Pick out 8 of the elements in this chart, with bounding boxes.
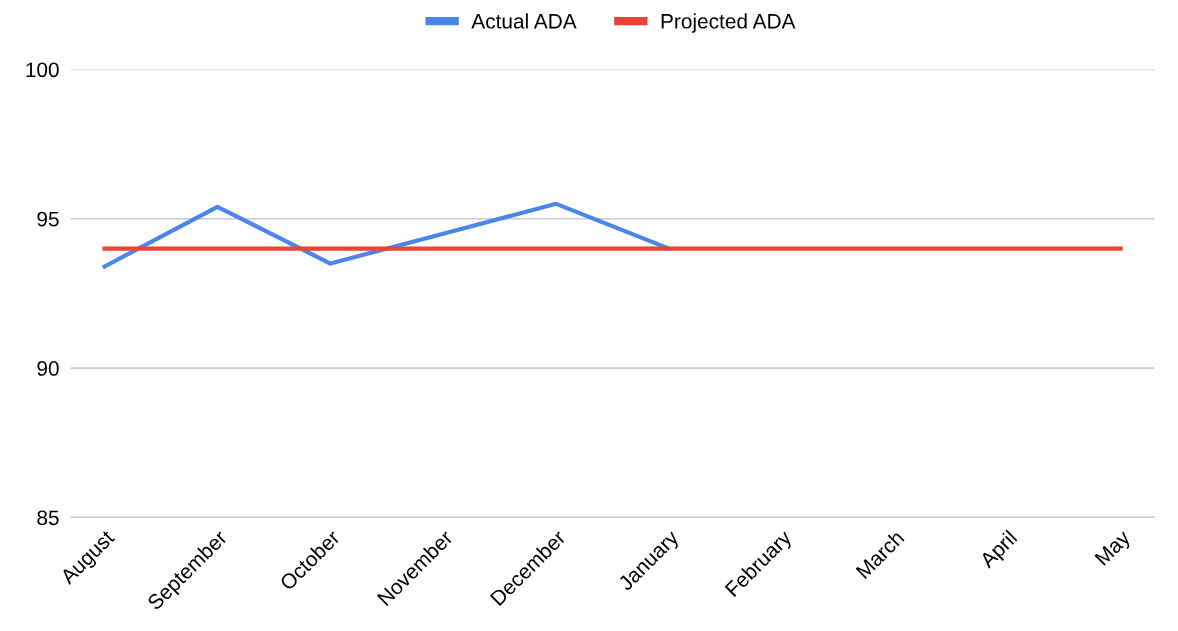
y-tick-label: 95 bbox=[37, 211, 59, 227]
y-tick-label: 85 bbox=[37, 510, 59, 526]
legend-label: Projected ADA bbox=[661, 13, 796, 33]
x-tick-label: May bbox=[1094, 529, 1135, 569]
legend-label: Actual ADA bbox=[471, 13, 577, 29]
y-tick-label: 100 bbox=[26, 62, 59, 78]
y-tick-label: 90 bbox=[37, 361, 59, 376]
line-series bbox=[102, 201, 672, 269]
